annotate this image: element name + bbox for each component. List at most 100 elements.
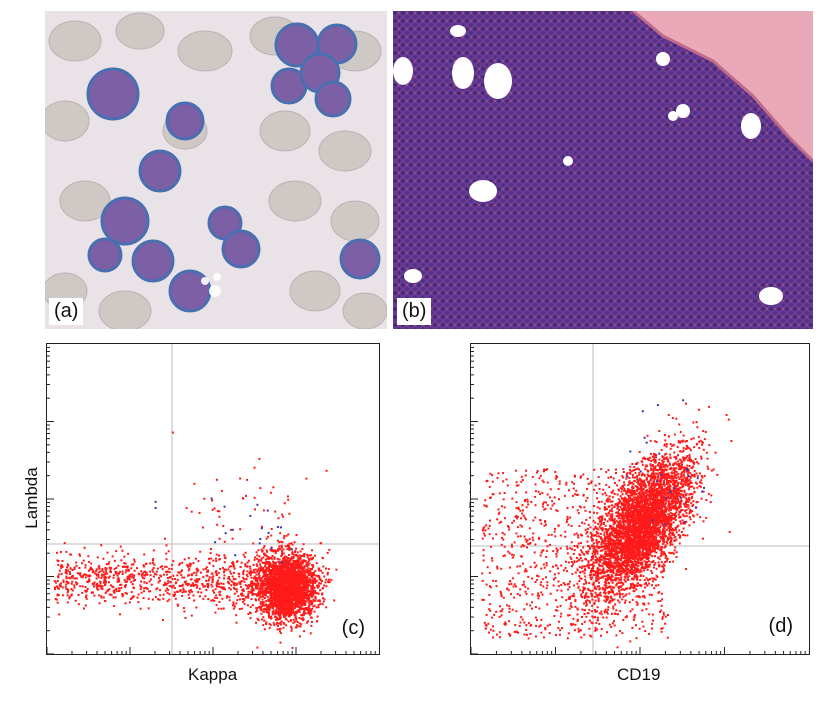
data-point [282, 595, 285, 597]
data-point [264, 587, 267, 590]
data-point [207, 586, 209, 589]
data-point [214, 611, 217, 614]
data-point [303, 553, 305, 556]
data-point [290, 625, 293, 628]
data-point [112, 586, 115, 589]
data-point [193, 583, 196, 586]
data-point [691, 466, 694, 469]
data-point [287, 498, 290, 501]
data-point [81, 585, 84, 588]
data-point [174, 593, 177, 596]
data-point [119, 584, 122, 586]
data-point [261, 601, 264, 604]
data-point [300, 560, 303, 563]
data-point [633, 489, 636, 492]
data-point [256, 503, 259, 506]
data-point [245, 596, 248, 599]
data-point [617, 517, 620, 520]
data-point [79, 585, 82, 588]
data-point [599, 523, 602, 526]
data-point [267, 580, 270, 583]
data-point [255, 573, 258, 576]
data-point [301, 592, 304, 595]
data-point [78, 567, 81, 569]
data-point [314, 578, 316, 581]
data-point [262, 580, 264, 583]
data-point [298, 563, 301, 566]
data-point [191, 582, 194, 585]
data-point [281, 552, 283, 555]
data-point [250, 590, 253, 593]
data-point [309, 632, 312, 635]
data-point [295, 600, 298, 603]
data-point [705, 451, 708, 454]
data-point [277, 624, 279, 627]
data-point [294, 601, 297, 604]
data-point [238, 572, 241, 575]
data-point [167, 579, 170, 582]
data-point [289, 547, 292, 550]
data-point [159, 589, 162, 592]
data-point [603, 548, 606, 551]
data-point [223, 577, 226, 580]
data-point [182, 587, 185, 590]
data-point [56, 579, 59, 582]
data-point [293, 589, 296, 592]
data-point [256, 594, 258, 597]
data-point [165, 552, 168, 555]
data-point [276, 565, 279, 567]
data-point [593, 534, 595, 537]
data-point [264, 558, 267, 561]
data-point [195, 606, 198, 609]
data-point [299, 595, 302, 598]
data-point [142, 564, 145, 567]
data-point [285, 584, 288, 587]
data-point [317, 567, 320, 570]
data-point [312, 586, 315, 589]
data-point [663, 514, 666, 517]
data-point [73, 586, 76, 589]
data-point [289, 562, 292, 565]
data-point [231, 537, 234, 540]
data-point [130, 573, 133, 576]
data-point [262, 610, 265, 613]
data-point [172, 560, 175, 563]
data-point [249, 570, 252, 573]
data-point [308, 562, 311, 565]
data-point [280, 620, 283, 623]
data-point [668, 561, 671, 563]
data-point [278, 575, 280, 577]
data-point [293, 580, 296, 583]
data-point [311, 572, 314, 575]
data-point [287, 563, 290, 566]
data-point [270, 587, 273, 590]
data-point [659, 555, 662, 558]
data-point [272, 560, 274, 563]
data-point [298, 566, 301, 569]
data-point [287, 620, 290, 623]
data-point [295, 603, 298, 605]
data-point [112, 574, 115, 577]
data-point [115, 550, 118, 553]
data-point [607, 539, 609, 542]
data-point [276, 582, 279, 585]
data-point [98, 567, 101, 570]
data-point [272, 595, 275, 598]
data-point [596, 567, 599, 570]
data-point [272, 580, 275, 583]
data-point [171, 564, 174, 567]
data-point [209, 552, 212, 555]
data-point [70, 553, 73, 556]
data-point [293, 561, 296, 564]
data-point [259, 568, 262, 570]
data-point [307, 572, 310, 575]
data-point [201, 582, 204, 585]
data-point [688, 499, 691, 501]
data-point [100, 585, 103, 588]
data-point [286, 575, 288, 578]
data-point [655, 496, 657, 499]
data-point [664, 503, 667, 505]
data-point [143, 590, 146, 593]
data-point [230, 565, 233, 568]
data-point [283, 573, 285, 576]
